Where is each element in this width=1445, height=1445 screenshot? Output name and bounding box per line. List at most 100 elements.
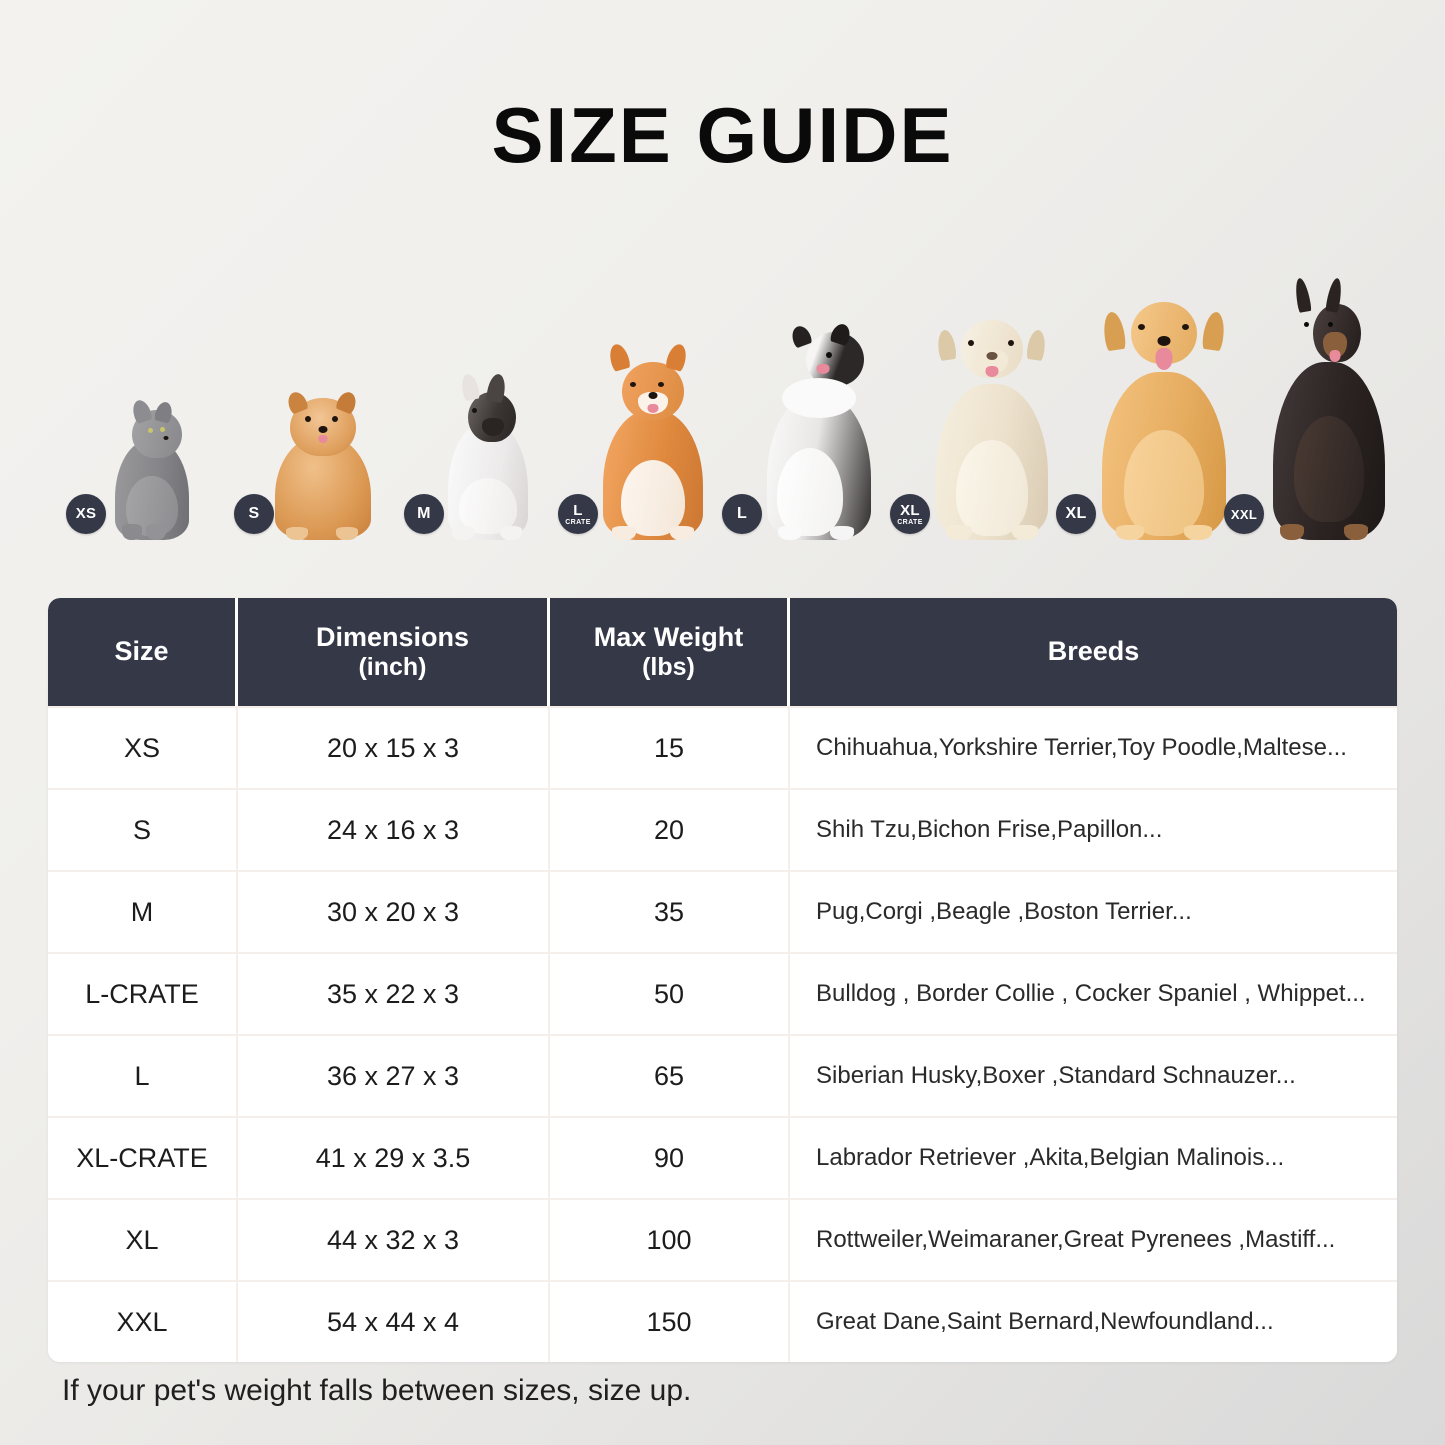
- pomeranian-paw-right: [336, 527, 358, 540]
- golden-eye-left: [1138, 324, 1145, 330]
- cell-max-weight: 15: [550, 708, 790, 788]
- cat-eye-left: [148, 428, 153, 433]
- cell-breeds: Shih Tzu,Bichon Frise,Papillon...: [816, 816, 1163, 843]
- table-header-size: Size: [48, 598, 238, 706]
- cell-dimensions: 41 x 29 x 3.5: [238, 1118, 550, 1198]
- table-header-size-label: Size: [114, 636, 169, 667]
- table-header-dimensions-label: Dimensions: [315, 621, 470, 652]
- golden-eye-right: [1182, 324, 1189, 330]
- doberman-paw-left: [1280, 524, 1304, 540]
- cell-size: S: [48, 790, 238, 870]
- bulldog-muzzle: [482, 418, 504, 436]
- badge-xs: XS: [66, 494, 106, 534]
- badge-l-label: L: [736, 505, 748, 522]
- cat-paw-left: [122, 524, 142, 540]
- shiba-nose: [648, 392, 658, 399]
- animal-s-pomeranian: S: [234, 389, 386, 540]
- badge-xs-label: XS: [75, 505, 97, 522]
- cell-size: L-CRATE: [48, 954, 238, 1034]
- collie-tongue: [816, 364, 830, 374]
- cat-nose: [163, 436, 169, 440]
- collie-eye: [826, 352, 832, 358]
- badge-xxl-label: XXL: [1230, 506, 1258, 522]
- cell-breeds: Siberian Husky,Boxer ,Standard Schnauzer…: [816, 1062, 1296, 1089]
- table-row: M 30 x 20 x 3 35 Pug,Corgi ,Beagle ,Bost…: [48, 870, 1397, 952]
- bulldog-paw-right: [500, 526, 522, 540]
- cell-dimensions: 54 x 44 x 4: [238, 1282, 550, 1362]
- french-bulldog-silhouette: M: [404, 368, 546, 540]
- shiba-chest: [621, 460, 685, 536]
- shiba-tongue: [647, 404, 659, 413]
- cell-breeds: Rottweiler,Weimaraner,Great Pyrenees ,Ma…: [816, 1226, 1336, 1253]
- badge-l-crate: L CRATE: [558, 494, 598, 534]
- animal-xxl-doberman: XXL: [1224, 277, 1408, 540]
- cell-breeds: Chihuahua,Yorkshire Terrier,Toy Poodle,M…: [816, 734, 1347, 761]
- animal-m-french-bulldog: M: [404, 368, 546, 540]
- table-row: S 24 x 16 x 3 20 Shih Tzu,Bichon Frise,P…: [48, 788, 1397, 870]
- shiba-ear-right: [664, 342, 690, 372]
- golden-nose: [1157, 336, 1171, 346]
- labrador-tongue: [985, 366, 999, 377]
- table-row: XS 20 x 15 x 3 15 Chihuahua,Yorkshire Te…: [48, 706, 1397, 788]
- table-header-breeds-label: Breeds: [1047, 636, 1140, 667]
- pomeranian-paw-left: [286, 527, 308, 540]
- animal-xs-cat: XS: [66, 397, 212, 540]
- sizing-footnote: If your pet's weight falls between sizes…: [62, 1374, 692, 1407]
- badge-xl-crate: XL CRATE: [890, 494, 930, 534]
- table-row: L 36 x 27 x 3 65 Siberian Husky,Boxer ,S…: [48, 1034, 1397, 1116]
- table-row: XXL 54 x 44 x 4 150 Great Dane,Saint Ber…: [48, 1280, 1397, 1362]
- bulldog-chest: [459, 478, 517, 534]
- table-header-dimensions-unit: (inch): [358, 653, 427, 682]
- page-title: SIZE GUIDE: [491, 91, 954, 179]
- cell-size: XL: [48, 1200, 238, 1280]
- pomeranian-eye-right: [332, 416, 338, 422]
- shiba-paw-right: [670, 526, 694, 540]
- page-title-wrap: SIZE GUIDE: [0, 96, 1445, 174]
- cat-eye-right: [160, 427, 165, 432]
- cell-size: XL-CRATE: [48, 1118, 238, 1198]
- cell-size: XS: [48, 708, 238, 788]
- golden-paw-left: [1116, 525, 1144, 540]
- doberman-chest: [1294, 416, 1364, 522]
- pomeranian-eye-left: [305, 416, 311, 422]
- cell-max-weight: 65: [550, 1036, 790, 1116]
- cell-dimensions: 30 x 20 x 3: [238, 872, 550, 952]
- cell-dimensions: 36 x 27 x 3: [238, 1036, 550, 1116]
- animal-xl-golden-retriever: XL: [1056, 292, 1246, 540]
- golden-paw-right: [1184, 525, 1212, 540]
- badge-xl-label: XL: [1065, 505, 1087, 522]
- labrador-ear-left: [935, 328, 958, 362]
- animal-l-border-collie: L: [722, 321, 890, 540]
- cell-breeds: Labrador Retriever ,Akita,Belgian Malino…: [816, 1144, 1285, 1171]
- table-header-max-weight-unit: (lbs): [642, 653, 695, 682]
- badge-s: S: [234, 494, 274, 534]
- animal-xl-crate-labrador: XL CRATE: [890, 308, 1068, 540]
- shiba-muzzle: [638, 392, 668, 414]
- badge-xxl: XXL: [1224, 494, 1264, 534]
- cell-max-weight: 100: [550, 1200, 790, 1280]
- cell-dimensions: 20 x 15 x 3: [238, 708, 550, 788]
- golden-ear-left: [1101, 310, 1127, 352]
- cell-breeds: Pug,Corgi ,Beagle ,Boston Terrier...: [816, 898, 1192, 925]
- labrador-ear-right: [1025, 328, 1048, 362]
- badge-m-label: M: [417, 505, 431, 522]
- shiba-eye-left: [630, 382, 636, 387]
- bulldog-paw-left: [452, 526, 474, 540]
- collie-paw-right: [830, 526, 854, 540]
- cell-size: M: [48, 872, 238, 952]
- labrador-silhouette: XL CRATE: [890, 308, 1068, 540]
- badge-xl-crate-sublabel: CRATE: [897, 518, 923, 526]
- collie-ruff: [782, 378, 856, 418]
- badge-l-crate-label: L: [573, 501, 583, 519]
- cat-paw-right: [146, 524, 166, 540]
- collie-paw-left: [778, 526, 802, 540]
- cell-max-weight: 50: [550, 954, 790, 1034]
- badge-m: M: [404, 494, 444, 534]
- size-guide-table: Size Dimensions (inch) Max Weight (lbs) …: [48, 598, 1397, 1362]
- labrador-paw-left: [946, 525, 972, 540]
- shiba-paw-left: [612, 526, 636, 540]
- cell-max-weight: 150: [550, 1282, 790, 1362]
- table-header-row: Size Dimensions (inch) Max Weight (lbs) …: [48, 598, 1397, 706]
- cell-dimensions: 35 x 22 x 3: [238, 954, 550, 1034]
- cell-dimensions: 24 x 16 x 3: [238, 790, 550, 870]
